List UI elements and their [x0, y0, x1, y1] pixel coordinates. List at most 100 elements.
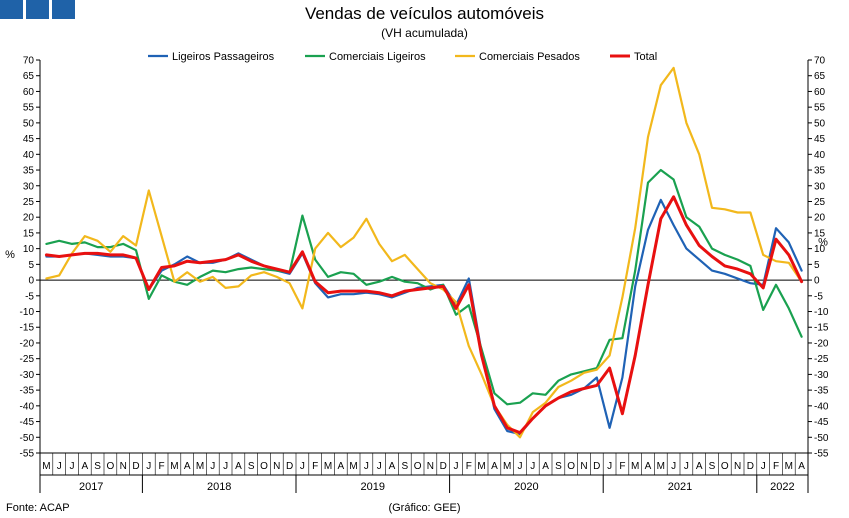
- year-label: 2020: [514, 481, 538, 493]
- y-tick-label: -50: [20, 433, 35, 444]
- x-tick-label: M: [324, 461, 332, 472]
- y-tick-label: 30: [23, 181, 35, 192]
- series-line: [45, 66, 803, 439]
- y-tick-label: -20: [814, 338, 829, 349]
- year-label: 2018: [207, 481, 231, 493]
- x-tick-label: D: [747, 461, 754, 472]
- x-tick-label: J: [671, 461, 676, 472]
- x-tick-label: O: [414, 461, 422, 472]
- x-tick-label: M: [477, 461, 485, 472]
- y-tick-label: 50: [814, 118, 826, 129]
- y-tick-label: 5: [28, 260, 34, 271]
- x-tick-label: J: [70, 461, 75, 472]
- series-line: [45, 198, 803, 436]
- x-tick-label: D: [440, 461, 447, 472]
- legend-label: Total: [634, 51, 657, 63]
- x-tick-label: M: [785, 461, 793, 472]
- x-tick-label: A: [337, 461, 344, 472]
- y-tick-label: 20: [23, 213, 35, 224]
- x-tick-label: S: [248, 461, 255, 472]
- x-tick-label: J: [223, 461, 228, 472]
- x-tick-label: N: [580, 461, 587, 472]
- logo-block: [26, 0, 49, 19]
- x-tick-label: O: [107, 461, 115, 472]
- y-tick-label: 35: [23, 166, 35, 177]
- x-tick-label: M: [170, 461, 178, 472]
- year-label: 2021: [668, 481, 692, 493]
- x-tick-label: J: [364, 461, 369, 472]
- x-tick-label: A: [235, 461, 242, 472]
- x-tick-label: J: [761, 461, 766, 472]
- x-tick-label: D: [132, 461, 139, 472]
- x-tick-label: J: [210, 461, 215, 472]
- x-tick-label: F: [773, 461, 779, 472]
- y-tick-label: 45: [814, 134, 826, 145]
- x-tick-label: S: [709, 461, 716, 472]
- x-tick-label: J: [57, 461, 62, 472]
- x-tick-label: A: [184, 461, 191, 472]
- y-tick-label: 10: [814, 244, 826, 255]
- y-tick-label: -45: [814, 417, 829, 428]
- x-tick-label: J: [146, 461, 151, 472]
- y-tick-label: -30: [20, 370, 35, 381]
- x-tick-label: J: [377, 461, 382, 472]
- chart-credit: (Gráfico: GEE): [388, 502, 461, 514]
- year-label: 2017: [79, 481, 103, 493]
- x-tick-label: N: [427, 461, 434, 472]
- y-axis-label-left: %: [5, 249, 15, 261]
- y-tick-label: 60: [814, 87, 826, 98]
- y-tick-label: -5: [814, 291, 823, 302]
- y-tick-label: -15: [20, 323, 35, 334]
- x-tick-label: A: [81, 461, 88, 472]
- y-tick-label: -10: [814, 307, 829, 318]
- y-tick-label: -40: [814, 401, 829, 412]
- chart-subtitle: (VH acumulada): [381, 26, 468, 40]
- logo-block: [52, 0, 75, 19]
- legend-label: Comerciais Pesados: [479, 51, 580, 63]
- x-tick-label: M: [349, 461, 357, 472]
- y-tick-label: -20: [20, 338, 35, 349]
- series-line: [44, 195, 804, 435]
- y-tick-label: -45: [20, 417, 35, 428]
- y-tick-label: -55: [20, 449, 35, 460]
- y-tick-label: -25: [814, 354, 829, 365]
- x-tick-label: M: [631, 461, 639, 472]
- y-tick-label: 70: [814, 56, 826, 67]
- y-tick-label: 40: [23, 150, 35, 161]
- x-tick-label: D: [286, 461, 293, 472]
- x-tick-label: N: [734, 461, 741, 472]
- y-tick-label: -25: [20, 354, 35, 365]
- x-tick-label: M: [196, 461, 204, 472]
- x-tick-label: F: [466, 461, 472, 472]
- y-tick-label: 55: [23, 103, 35, 114]
- series-line: [45, 168, 803, 406]
- x-tick-label: M: [42, 461, 50, 472]
- y-tick-label: -40: [20, 401, 35, 412]
- y-tick-label: 15: [23, 228, 35, 239]
- legend-label: Ligeiros Passageiros: [172, 51, 275, 63]
- x-tick-label: M: [503, 461, 511, 472]
- year-label: 2019: [361, 481, 385, 493]
- y-tick-label: -50: [814, 433, 829, 444]
- y-tick-label: -15: [814, 323, 829, 334]
- x-tick-label: J: [454, 461, 459, 472]
- logo-block: [0, 0, 23, 19]
- y-tick-label: 30: [814, 181, 826, 192]
- y-tick-label: -35: [814, 386, 829, 397]
- x-tick-label: A: [645, 461, 652, 472]
- y-tick-label: 45: [23, 134, 35, 145]
- x-tick-label: A: [389, 461, 396, 472]
- y-tick-label: 70: [23, 56, 35, 67]
- x-tick-label: A: [491, 461, 498, 472]
- y-tick-label: 60: [23, 87, 35, 98]
- y-tick-label: -55: [814, 449, 829, 460]
- y-tick-label: -5: [25, 291, 34, 302]
- y-tick-label: 65: [23, 71, 35, 82]
- y-tick-label: 50: [23, 118, 35, 129]
- y-tick-label: 0: [814, 276, 820, 287]
- x-tick-label: A: [798, 461, 805, 472]
- y-tick-label: 40: [814, 150, 826, 161]
- y-tick-label: 65: [814, 71, 826, 82]
- x-tick-label: O: [567, 461, 575, 472]
